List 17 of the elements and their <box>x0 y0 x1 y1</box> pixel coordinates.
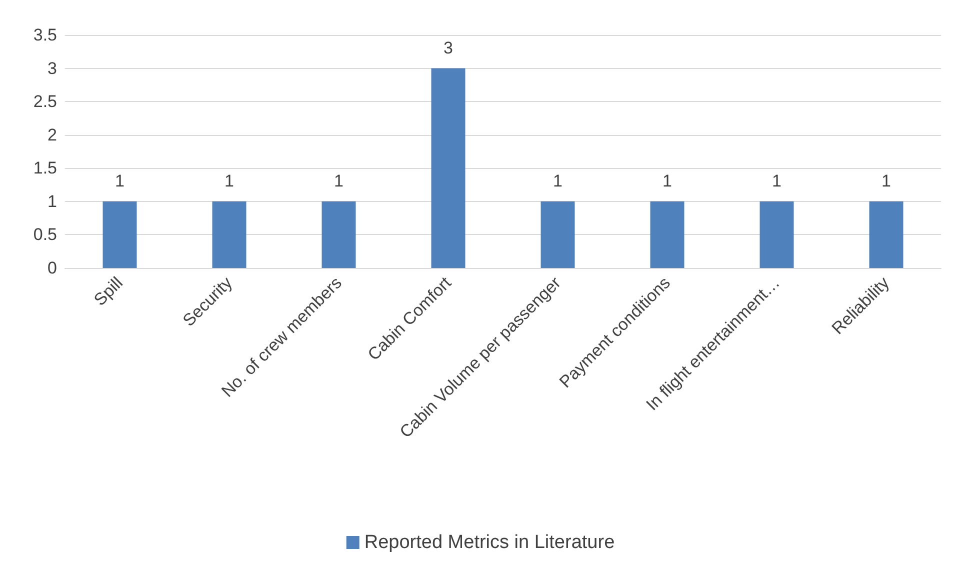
data-label: 1 <box>334 171 344 190</box>
y-tick-label: 0 <box>48 258 57 278</box>
legend-label: Reported Metrics in Literature <box>364 532 615 553</box>
data-label: 1 <box>224 171 234 190</box>
y-tick-label: 0.5 <box>33 225 57 244</box>
y-tick-label: 3 <box>48 58 57 78</box>
y-tick-label: 2.5 <box>33 92 57 112</box>
y-tick-label: 1 <box>48 192 57 211</box>
data-label: 1 <box>553 171 562 190</box>
data-label: 1 <box>772 171 782 190</box>
y-tick-label: 1.5 <box>33 158 57 178</box>
data-label: 3 <box>444 38 453 58</box>
data-label: 1 <box>115 171 124 190</box>
data-label: 1 <box>882 171 891 190</box>
data-label: 1 <box>662 171 672 190</box>
y-tick-label: 2 <box>48 125 57 144</box>
y-tick-label: 3.5 <box>33 26 57 44</box>
